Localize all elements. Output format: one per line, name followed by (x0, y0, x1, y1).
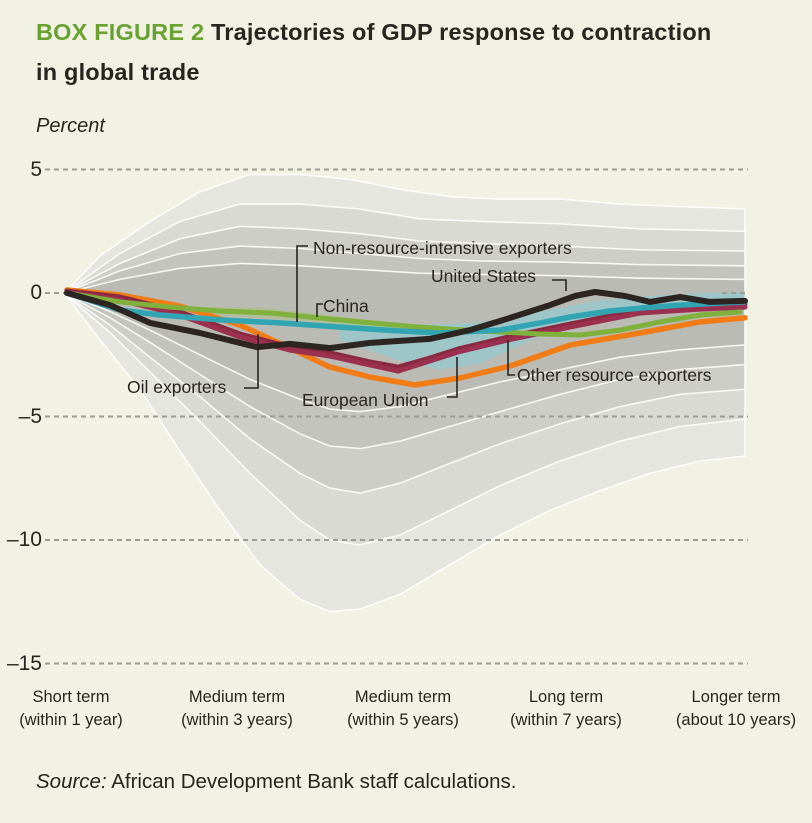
x-label-term: Longer term (691, 688, 781, 706)
connector-european-union (447, 357, 458, 398)
x-label-4: Long term (within 7 years) (481, 686, 651, 732)
label-oil-exporters: Oil exporters (127, 377, 227, 397)
connector-china (316, 303, 323, 317)
label-european-union: European Union (302, 390, 429, 410)
y-tick--10: –10 (6, 528, 42, 551)
series-line-united-states (64, 289, 748, 352)
connector-non-resource (296, 245, 308, 322)
x-label-term: Medium term (354, 688, 452, 706)
label-china: China (323, 296, 369, 316)
label-other-resource-exporters: Other resource exporters (517, 365, 712, 385)
x-label-3: Medium term (within 5 years) (318, 686, 488, 732)
y-tick--5: –5 (18, 404, 42, 428)
label-united-states: United States (431, 266, 537, 286)
x-label-horizon: (about 10 years) (675, 711, 797, 729)
x-label-horizon: (within 3 years) (181, 711, 293, 729)
figure-title-line2: in global trade (36, 59, 200, 85)
figure-title-tag: BOX FIGURE 2 (36, 19, 205, 45)
y-axis-unit-label: Percent (36, 115, 105, 137)
y-tick--15: –15 (6, 651, 42, 675)
y-tick-5: 5 (30, 157, 42, 181)
connector-united-states (552, 279, 567, 291)
series-line-non-resource-intensive-exporters (64, 290, 748, 336)
x-label-horizon: (within 5 years) (347, 711, 459, 729)
x-label-2: Medium term (within 3 years) (152, 686, 322, 732)
source-prefix: Source: (36, 770, 107, 793)
x-label-term: Long term (528, 688, 604, 706)
figure-title-text: Trajectories of GDP response to contract… (204, 19, 712, 45)
x-label-horizon: (within 7 years) (510, 711, 622, 729)
y-tick-0: 0 (30, 281, 42, 304)
source-text: African Development Bank staff calculati… (106, 770, 517, 793)
connector-other-resource (507, 340, 515, 376)
connector-oil-exporters (244, 334, 259, 389)
x-label-term: Short term (32, 688, 110, 706)
series-line-european-union (64, 289, 748, 374)
figure-title: BOX FIGURE 2 Trajectories of GDP respons… (36, 12, 796, 92)
label-non-resource-intensive-exporters: Non-resource-intensive exporters (313, 238, 572, 258)
x-label-horizon: (within 1 year) (19, 711, 123, 729)
source-note: Source: African Development Bank staff c… (36, 770, 517, 794)
x-label-5: Longer term (about 10 years) (651, 686, 812, 732)
series-line-china (64, 290, 743, 338)
x-label-term: Medium term (188, 688, 286, 706)
x-label-1: Short term (within 1 year) (0, 686, 156, 732)
